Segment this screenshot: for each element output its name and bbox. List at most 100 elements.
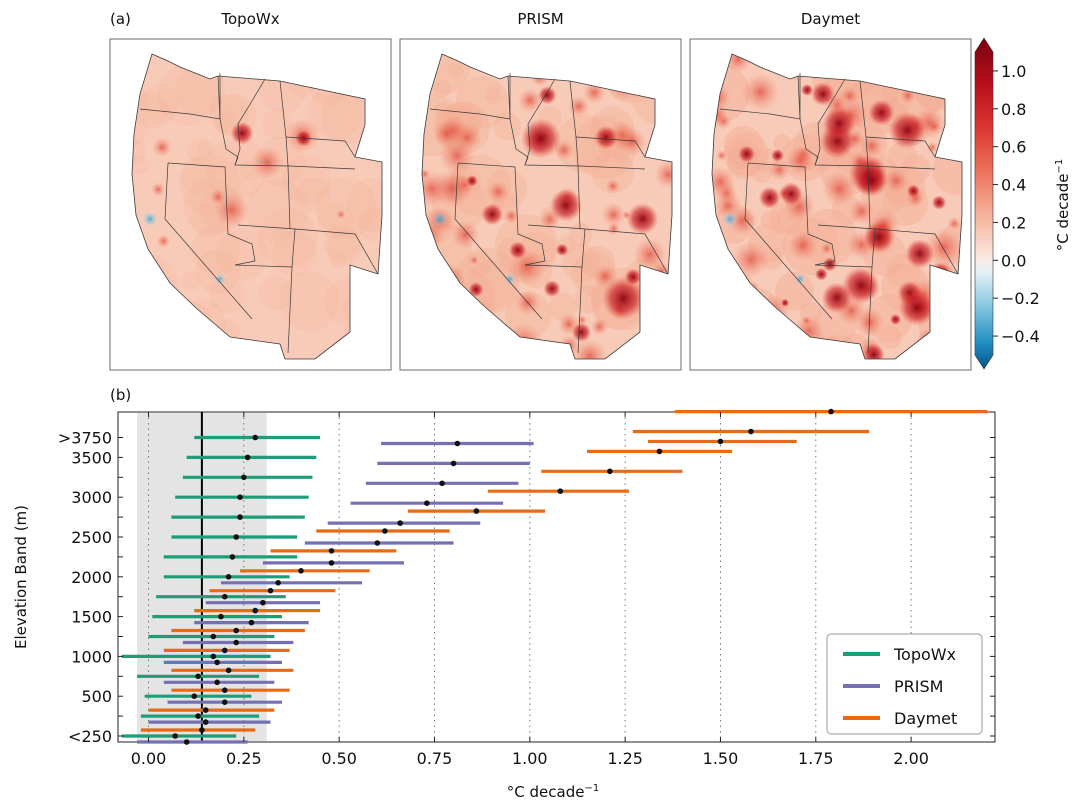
state-boundary (874, 228, 959, 275)
x-tick-label: 1.00 (512, 749, 548, 768)
state-boundary (744, 162, 833, 320)
state-boundary (287, 266, 293, 354)
state-boundary (869, 165, 936, 170)
state-boundary (507, 75, 581, 167)
colorbar-tick-label: 0.6 (1001, 138, 1026, 157)
state-boundary (454, 162, 543, 320)
state-boundary (139, 73, 221, 120)
state-boundary (524, 78, 556, 166)
daymet-mean-point (202, 707, 209, 713)
colorbar-tick-label: 0.4 (1001, 176, 1026, 195)
prism-mean-point (275, 580, 281, 586)
map-outline (131, 53, 383, 360)
daymet-mean-point (473, 508, 480, 514)
state-boundary (814, 224, 876, 268)
topowx-mean-point (172, 733, 178, 739)
topowx-mean-point (229, 554, 236, 560)
x-tick-label: 1.25 (607, 749, 643, 768)
series-topowx (121, 434, 321, 739)
legend-items: TopoWx PRISM Daymet (843, 645, 957, 728)
daymet-mean-point (199, 727, 205, 733)
daymet-mean-point (382, 528, 388, 534)
map-prism: PRISM (399, 10, 682, 371)
colorbar-tick-label: 0.0 (1001, 251, 1026, 270)
state-boundary (719, 73, 801, 120)
state-boundary (797, 75, 871, 167)
state-boundary (164, 162, 253, 320)
state-boundary (577, 165, 581, 230)
daymet-mean-point (717, 438, 724, 445)
state-boundary (457, 162, 546, 266)
topowx-mean-point (244, 454, 251, 461)
state-boundary (217, 75, 291, 167)
state-boundary (524, 224, 586, 268)
map-outline (421, 53, 673, 360)
colorbar-tick-label: 1.0 (1001, 62, 1026, 81)
daymet-mean-point (328, 548, 335, 554)
state-boundary (167, 162, 256, 266)
prism-mean-point (233, 639, 240, 646)
series-prism (137, 440, 534, 745)
topowx-mean-point (221, 593, 228, 600)
x-tick-label: 0.75 (417, 749, 453, 768)
legend-label-topowx: TopoWx (893, 645, 956, 664)
x-tick-label: 0.00 (131, 749, 167, 768)
y-tick-label: 2500 (71, 528, 112, 547)
map-daymet: Daymet (689, 10, 972, 371)
prism-mean-point (202, 719, 209, 725)
y-tick-label: 1000 (71, 647, 112, 666)
daymet-mean-point (252, 607, 259, 614)
colorbar-ticks: 1.0 0.8 0.6 0.4 0.2 0.0 −0.2 −0.4 (993, 62, 1040, 346)
daymet-mean-point (607, 468, 613, 475)
topowx-mean-point (218, 613, 224, 620)
prism-mean-point (450, 460, 457, 467)
x-tick-label: 0.50 (321, 749, 357, 768)
legend-label-daymet: Daymet (894, 709, 957, 728)
state-boundary (747, 162, 836, 266)
topowx-mean-point (252, 434, 259, 441)
x-tick-label: 0.25 (226, 749, 262, 768)
y-tick-label: 1500 (71, 608, 112, 627)
state-boundary (234, 224, 296, 268)
state-boundary (289, 165, 356, 170)
colorbar: 1.0 0.8 0.6 0.4 0.2 0.0 −0.2 −0.4 °C decade−1 (974, 37, 1072, 370)
x-tick-label: 1.75 (798, 749, 834, 768)
state-boundary (865, 136, 936, 158)
prism-mean-point (221, 699, 228, 705)
colorbar-tick-label: −0.4 (1001, 327, 1040, 346)
state-boundary (287, 165, 291, 230)
y-axis-label: Elevation Band (m) (12, 505, 30, 649)
colorbar-tick-label: −0.2 (1001, 289, 1040, 308)
topowx-mean-point (210, 633, 217, 640)
topowx-mean-point (191, 693, 198, 699)
daymet-mean-point (221, 647, 228, 654)
colorbar-tick-label: 0.8 (1001, 100, 1026, 119)
map-title: Daymet (801, 10, 860, 28)
state-boundary (584, 228, 669, 275)
prism-mean-point (454, 440, 461, 447)
state-boundary (429, 73, 511, 120)
prism-mean-point (248, 619, 255, 626)
legend-label-prism: PRISM (894, 677, 943, 696)
daymet-mean-point (748, 428, 754, 435)
daymet-mean-point (233, 627, 240, 634)
x-tick-label: 2.00 (893, 749, 929, 768)
daymet-mean-point (828, 408, 834, 415)
colorbar-gradient (974, 37, 994, 370)
prism-mean-point (328, 560, 335, 566)
y-tick-label: 3500 (71, 448, 112, 467)
panel-b-label: (b) (110, 386, 131, 404)
y-tick-label: 3000 (71, 488, 112, 507)
state-boundary (575, 136, 646, 158)
state-boundary (814, 78, 846, 166)
daymet-mean-point (656, 448, 663, 455)
state-boundary (867, 165, 871, 230)
elevation-trend-plot: 0.00 0.25 0.50 0.75 1.00 1.25 1.50 1.75 2.00 <25… (12, 408, 996, 801)
panel-a-label: (a) (110, 10, 131, 28)
prism-mean-point (374, 540, 381, 546)
topowx-mean-point (210, 653, 217, 660)
topowx-mean-point (233, 534, 240, 540)
map-panels: TopoWx PRISM Daymet (109, 10, 972, 371)
y-tick-label: >3750 (58, 429, 112, 448)
topowx-mean-point (225, 574, 232, 580)
